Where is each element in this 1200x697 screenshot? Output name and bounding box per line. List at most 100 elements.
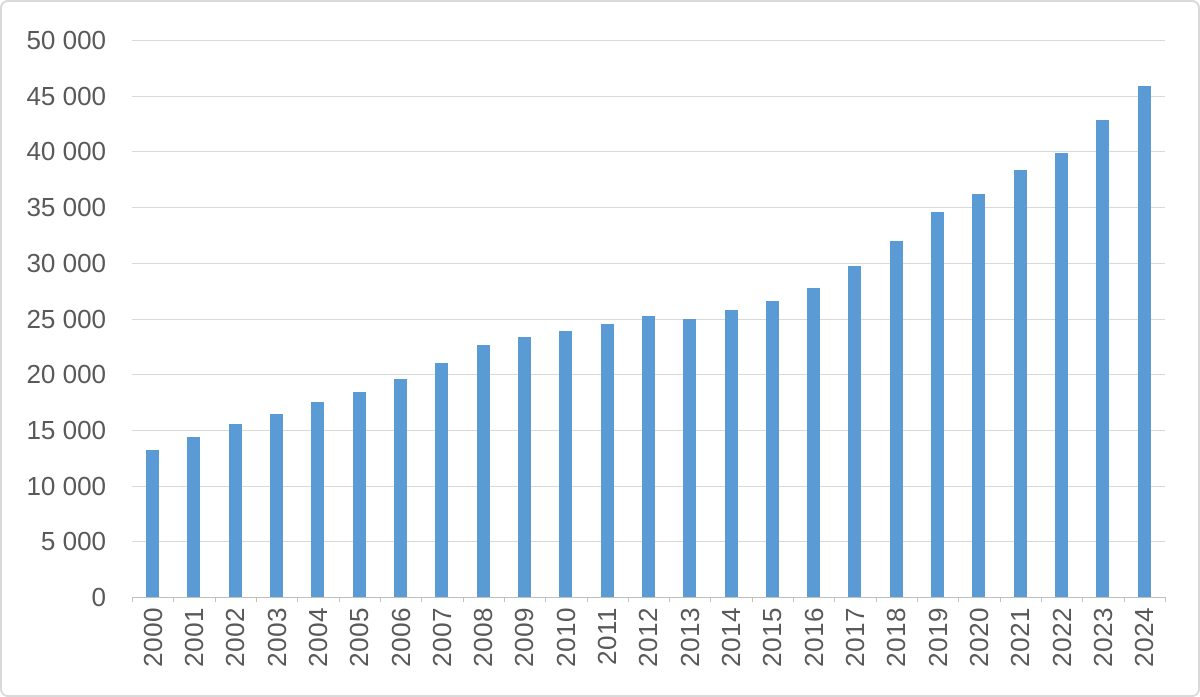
bar-2011 — [600, 324, 614, 597]
y-axis-label-10000: 10 000 — [26, 470, 106, 501]
bar-slot-2017 — [834, 40, 875, 597]
y-axis-label-45000: 45 000 — [26, 80, 106, 111]
x-axis-label-2002: 2002 — [220, 607, 251, 667]
x-label-slot-2003: 2003 — [256, 607, 297, 689]
bar-slot-2024 — [1124, 40, 1165, 597]
bar-2017 — [848, 266, 862, 597]
bar-2006 — [394, 378, 408, 597]
bar-slot-2022 — [1041, 40, 1082, 597]
bar-slot-2005 — [339, 40, 380, 597]
bar-2003 — [270, 414, 284, 597]
y-axis-label-25000: 25 000 — [26, 303, 106, 334]
bar-2021 — [1013, 170, 1027, 597]
x-axis-tick — [917, 597, 919, 602]
bar-2012 — [641, 316, 655, 597]
x-label-slot-2016: 2016 — [793, 607, 834, 689]
x-label-slot-2018: 2018 — [876, 607, 917, 689]
x-axis-label-2022: 2022 — [1046, 607, 1077, 667]
x-axis-tick — [297, 597, 299, 602]
x-axis-label-2001: 2001 — [178, 607, 209, 667]
x-axis-label-2017: 2017 — [839, 607, 870, 667]
y-axis-label-50000: 50 000 — [26, 25, 106, 55]
x-axis-label-2004: 2004 — [302, 607, 333, 667]
x-axis-label-2024: 2024 — [1129, 607, 1160, 667]
bar-2015 — [765, 300, 779, 597]
bar-slot-2006 — [380, 40, 421, 597]
bar-2013 — [683, 318, 697, 597]
x-axis-label-2021: 2021 — [1005, 607, 1036, 667]
x-axis-label-2014: 2014 — [716, 607, 747, 667]
bar-2004 — [311, 402, 325, 597]
x-axis-label-2013: 2013 — [674, 607, 705, 667]
x-axis-label-2005: 2005 — [344, 607, 375, 667]
bar-slot-2019 — [917, 40, 958, 597]
x-axis-tick — [1082, 597, 1084, 602]
bar-slot-2020 — [958, 40, 999, 597]
bar-slot-2010 — [545, 40, 586, 597]
bar-2009 — [517, 337, 531, 597]
gridline-40000 — [132, 151, 1165, 153]
x-axis-tick — [545, 597, 547, 602]
x-label-slot-2014: 2014 — [710, 607, 751, 689]
x-axis-label-2006: 2006 — [385, 607, 416, 667]
bar-slot-2023 — [1082, 40, 1123, 597]
bar-2019 — [931, 211, 945, 597]
bar-slot-2001 — [173, 40, 214, 597]
x-axis-label-2023: 2023 — [1087, 607, 1118, 667]
x-axis-label-2018: 2018 — [881, 607, 912, 667]
x-axis-label-2007: 2007 — [426, 607, 457, 667]
x-axis-tick — [1041, 597, 1043, 602]
x-axis-line — [132, 597, 1165, 598]
x-axis-label-2016: 2016 — [798, 607, 829, 667]
bar-slot-2000 — [132, 40, 173, 597]
x-axis-labels: 2000 2001 2002 2003 2004 2005 2006 2007 2008 2009… — [132, 607, 1165, 689]
x-axis-label-2011: 2011 — [592, 607, 623, 665]
y-axis-label-0: 0 — [91, 582, 106, 612]
x-axis-tick — [214, 597, 216, 602]
gridline-35000 — [132, 207, 1165, 209]
plot-area — [132, 40, 1165, 598]
x-axis-tick — [627, 597, 629, 602]
x-axis-tick — [462, 597, 464, 602]
bar-2000 — [146, 449, 160, 597]
bar-2010 — [559, 330, 573, 597]
x-axis-tick — [1165, 597, 1166, 602]
x-axis-tick-marks — [132, 597, 1166, 602]
bar-slot-2003 — [256, 40, 297, 597]
y-axis-label-20000: 20 000 — [26, 359, 106, 390]
bar-2007 — [435, 363, 449, 597]
bar-slot-2021 — [1000, 40, 1041, 597]
y-axis-label-35000: 35 000 — [26, 192, 106, 223]
x-axis-tick — [793, 597, 795, 602]
x-axis-tick — [173, 597, 175, 602]
gridline-50000 — [132, 40, 1165, 41]
x-axis-tick — [379, 597, 381, 602]
bar-2016 — [807, 288, 821, 597]
x-label-slot-2008: 2008 — [463, 607, 504, 689]
gridline-45000 — [132, 95, 1165, 97]
x-axis-label-2020: 2020 — [963, 607, 994, 667]
bar-2022 — [1055, 152, 1069, 597]
x-axis-tick — [669, 597, 671, 602]
x-axis-tick — [710, 597, 712, 602]
x-label-slot-2009: 2009 — [504, 607, 545, 689]
x-label-slot-2004: 2004 — [297, 607, 338, 689]
bar-slot-2007 — [421, 40, 462, 597]
x-axis-label-2003: 2003 — [261, 607, 292, 667]
x-axis-tick — [751, 597, 753, 602]
bar-slot-2009 — [504, 40, 545, 597]
x-axis-tick — [338, 597, 340, 602]
bar-slot-2002 — [215, 40, 256, 597]
x-label-slot-2012: 2012 — [628, 607, 669, 689]
x-label-slot-2001: 2001 — [173, 607, 214, 689]
x-label-slot-2019: 2019 — [917, 607, 958, 689]
x-axis-label-2008: 2008 — [468, 607, 499, 667]
bar-2018 — [889, 240, 903, 597]
bar-2014 — [724, 309, 738, 597]
x-axis-tick — [875, 597, 877, 602]
bar-2005 — [352, 392, 366, 597]
x-axis-label-2019: 2019 — [922, 607, 953, 667]
x-axis-tick — [834, 597, 836, 602]
x-label-slot-2022: 2022 — [1041, 607, 1082, 689]
